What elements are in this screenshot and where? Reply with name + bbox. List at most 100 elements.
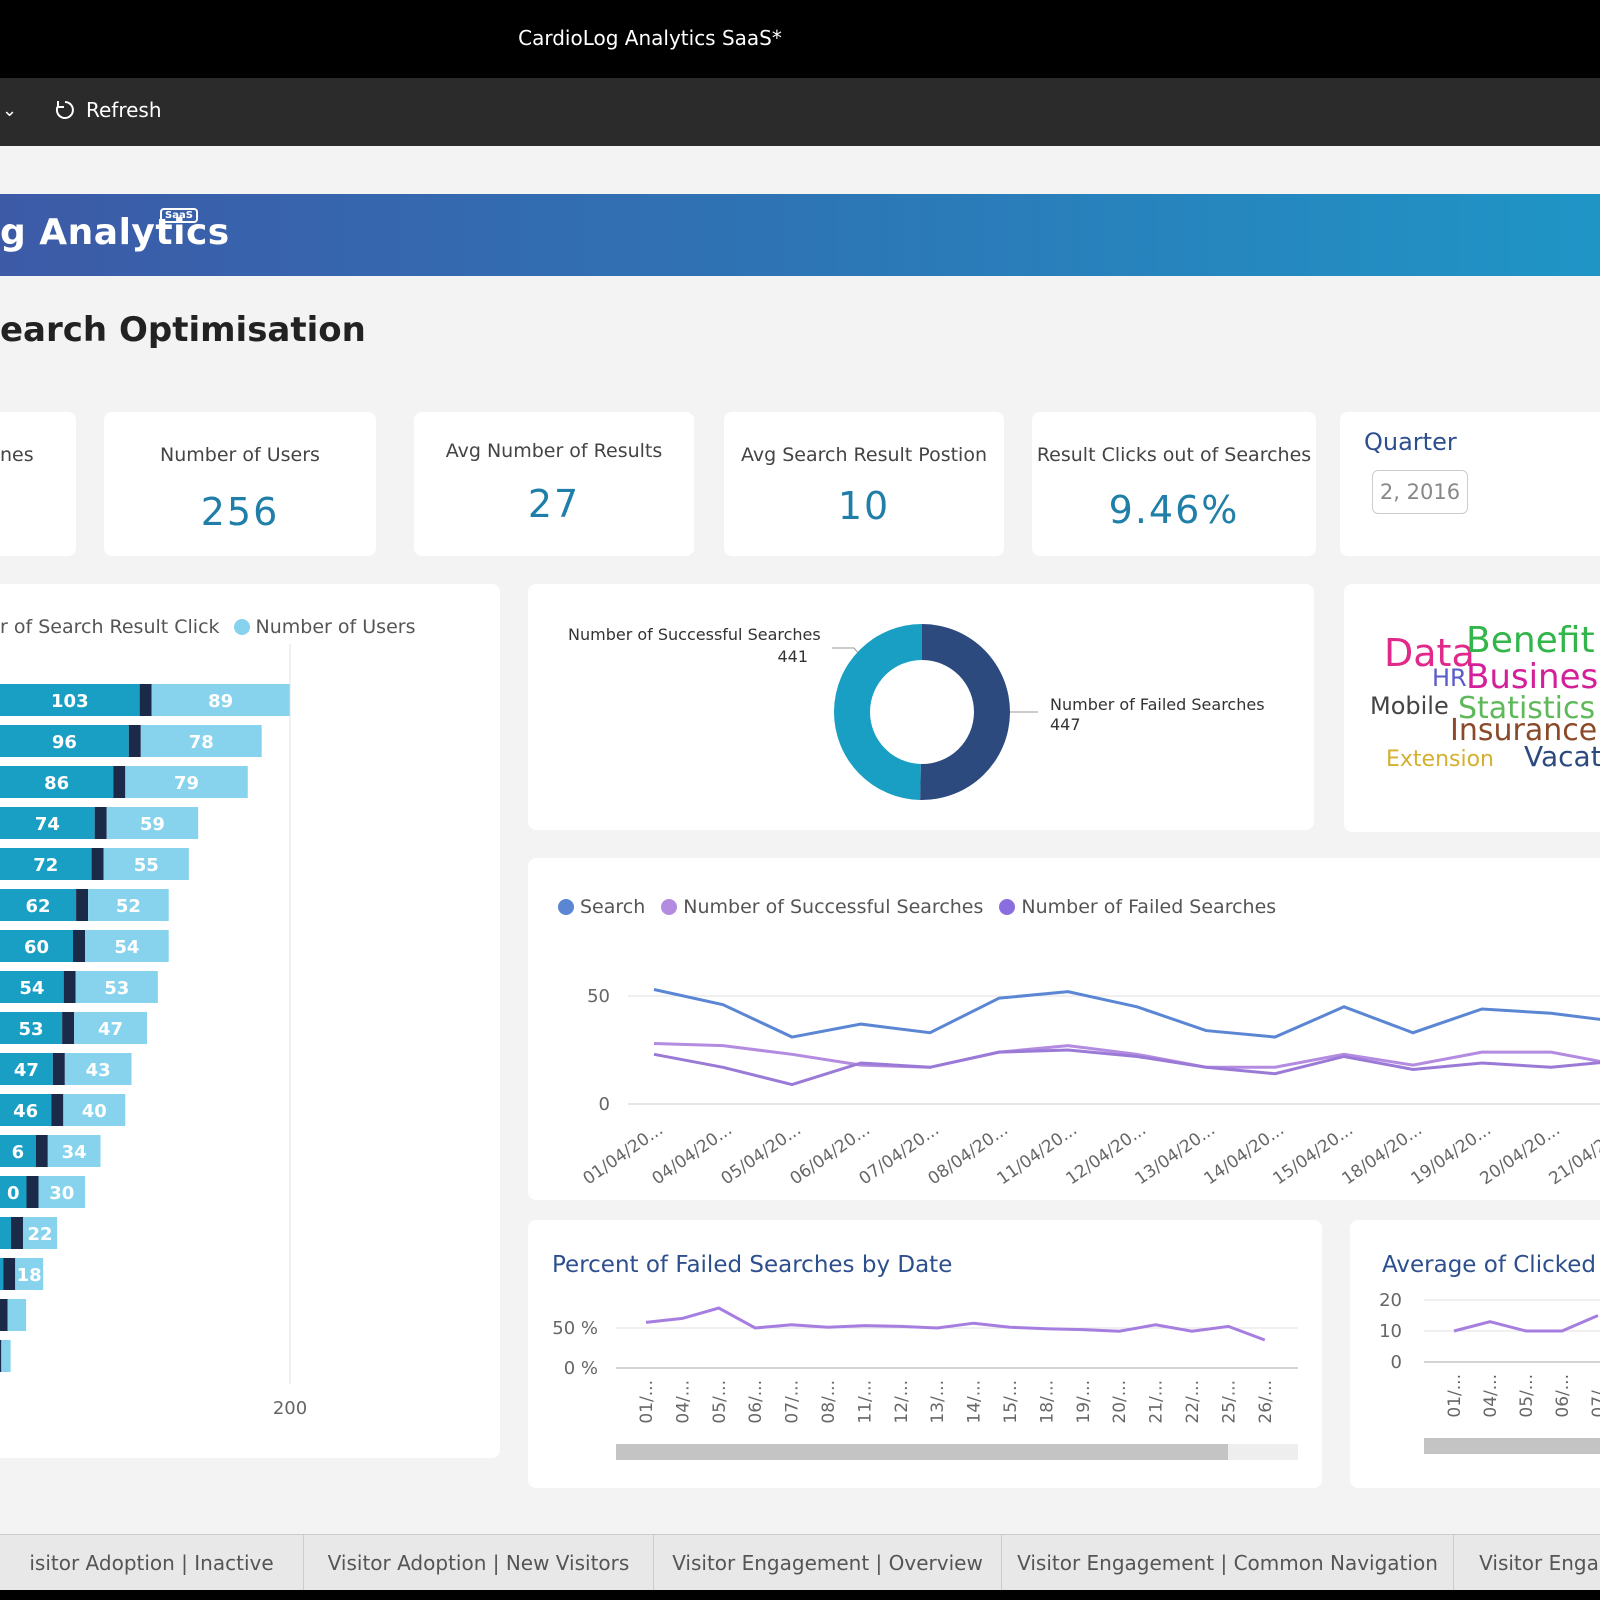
avg-clicked-card[interactable]: Average of Clicked S 20 10 0 01/... 04/... 05… bbox=[1350, 1220, 1600, 1488]
pf-x-tick: 14/... bbox=[965, 1380, 985, 1424]
bar-users-label: 43 bbox=[86, 1060, 111, 1081]
bar-clicks-label: 72 bbox=[33, 855, 58, 876]
pf-x-tick: 22/... bbox=[1183, 1380, 1203, 1424]
bar-users bbox=[15, 1258, 44, 1290]
bar-chart-card[interactable]: r of Search Result Click Number of Users… bbox=[0, 584, 500, 1458]
kpi-card-avg-results[interactable]: Avg Number of Results 27 bbox=[414, 412, 694, 556]
bar-clicks-label: 74 bbox=[35, 814, 60, 835]
bar-users-label: 52 bbox=[116, 896, 141, 917]
bar-users bbox=[1, 1340, 11, 1372]
bar-users bbox=[75, 971, 158, 1003]
bar-axis-tick: 200 bbox=[273, 1398, 307, 1419]
line-chart: 50001/04/20...04/04/20...05/04/20...06/0… bbox=[580, 986, 1600, 1189]
quarter-label: Quarter bbox=[1364, 428, 1457, 456]
bar-users-label: 78 bbox=[189, 732, 214, 753]
tab-engagement-overview[interactable]: Visitor Engagement | Overview bbox=[654, 1535, 1002, 1591]
pf-x-tick: 19/... bbox=[1074, 1380, 1094, 1424]
pf-x-tick: 21/... bbox=[1147, 1380, 1167, 1424]
avg-clicked-chart: Average of Clicked S 20 10 0 01/... 04/... 05… bbox=[1379, 1252, 1600, 1454]
pf-x-tick: 06/... bbox=[746, 1380, 766, 1424]
tab-common-navigation[interactable]: Visitor Engagement | Common Navigation bbox=[1002, 1535, 1454, 1591]
word-vacation[interactable]: Vacati bbox=[1524, 740, 1600, 773]
word-data[interactable]: Data bbox=[1384, 631, 1475, 675]
bar-users bbox=[23, 1217, 58, 1249]
bar-clicks bbox=[0, 930, 73, 962]
title-bar: CardioLog Analytics SaaS* bbox=[0, 0, 1600, 78]
bar-users-label: 89 bbox=[208, 691, 233, 712]
bar-users-label: 40 bbox=[82, 1101, 107, 1122]
wordcloud-card[interactable]: Data Benefit HR Busines Mobile Statistic… bbox=[1344, 584, 1600, 832]
bar-users bbox=[47, 1135, 101, 1167]
donut-slice-successful bbox=[834, 624, 922, 800]
line-legend: Search Number of Successful Searches Num… bbox=[558, 896, 1276, 918]
bar-users bbox=[63, 1094, 126, 1126]
pf-x-tick: 04/... bbox=[673, 1380, 693, 1424]
page-tabs: isitor Adoption | Inactive Users Visitor… bbox=[0, 1534, 1600, 1591]
bar-clicks bbox=[0, 1217, 11, 1249]
word-business[interactable]: Busines bbox=[1466, 657, 1598, 697]
pf-x-tick: 26/... bbox=[1256, 1380, 1276, 1424]
bar-users bbox=[85, 930, 169, 962]
bar-separator bbox=[73, 930, 85, 962]
bar-separator bbox=[62, 1012, 75, 1044]
word-benefit[interactable]: Benefit bbox=[1466, 620, 1595, 661]
quarter-slicer[interactable]: Quarter 2, 2016 bbox=[1340, 412, 1600, 556]
word-insurance[interactable]: Insurance bbox=[1450, 713, 1597, 748]
bar-clicks-label: 53 bbox=[19, 1019, 44, 1040]
bar-clicks-label: 6 bbox=[12, 1142, 25, 1163]
tab-engagement-more[interactable]: Visitor Enga bbox=[1479, 1551, 1599, 1575]
page-title: earch Optimisation bbox=[0, 310, 366, 350]
kpi-label: Avg Search Result Postion bbox=[741, 444, 987, 466]
quarter-dropdown[interactable]: 2, 2016 bbox=[1372, 470, 1468, 514]
donut-chart: Number of Successful Searches 441 Number… bbox=[568, 624, 1265, 800]
tab-inactive-users[interactable]: isitor Adoption | Inactive Users bbox=[0, 1535, 304, 1591]
pf-y-tick: 50 % bbox=[552, 1318, 598, 1339]
tab-new-visitors[interactable]: Visitor Adoption | New Visitors bbox=[304, 1535, 654, 1591]
legend-dot-failed bbox=[999, 899, 1016, 915]
bar-clicks-label: 47 bbox=[14, 1060, 39, 1081]
bar-separator bbox=[35, 1135, 48, 1167]
kpi-card-click-rate[interactable]: Result Clicks out of Searches 9.46% bbox=[1032, 412, 1316, 556]
pf-x-tick: 12/... bbox=[892, 1380, 912, 1424]
pf-x-tick: 01/... bbox=[637, 1380, 657, 1424]
bar-users-label: 22 bbox=[28, 1224, 53, 1245]
kpi-value: 256 bbox=[200, 490, 280, 534]
kpi-value: 10 bbox=[837, 484, 891, 528]
bar-users bbox=[74, 1012, 147, 1044]
bar-separator bbox=[139, 684, 152, 716]
kpi-label: nes bbox=[0, 444, 34, 466]
legend-dot-search bbox=[558, 899, 574, 915]
donut-successful-label: Number of Successful Searches bbox=[568, 625, 821, 644]
donut-card[interactable]: Number of Successful Searches 441 Number… bbox=[528, 584, 1314, 830]
kpi-card-users[interactable]: Number of Users 256 bbox=[104, 412, 376, 556]
bar-separator bbox=[52, 1053, 65, 1085]
donut-failed-label: Number of Failed Searches bbox=[1050, 695, 1265, 714]
bar-separator bbox=[51, 1094, 64, 1126]
ac-y-tick: 0 bbox=[1391, 1352, 1402, 1373]
line-chart-card[interactable]: Search Number of Successful Searches Num… bbox=[528, 858, 1600, 1200]
bar-clicks-label: 46 bbox=[13, 1101, 38, 1122]
bar-separator bbox=[63, 971, 76, 1003]
word-extension[interactable]: Extension bbox=[1386, 747, 1494, 772]
kpi-card-searches[interactable]: nes bbox=[0, 412, 76, 556]
percent-failed-chart: Percent of Failed Searches by Date 50 % 0… bbox=[552, 1252, 1298, 1460]
bar-users bbox=[103, 848, 189, 880]
line-y-tick: 0 bbox=[599, 1094, 610, 1115]
bar-users-label: 53 bbox=[104, 978, 129, 999]
bar-clicks bbox=[0, 1135, 36, 1167]
bar-users-label: 47 bbox=[98, 1019, 123, 1040]
bar-users bbox=[7, 1299, 27, 1331]
bar-separator bbox=[3, 1258, 16, 1290]
bar-clicks bbox=[0, 807, 95, 839]
word-hr[interactable]: HR bbox=[1432, 664, 1467, 692]
kpi-card-avg-position[interactable]: Avg Search Result Postion 10 bbox=[724, 412, 1004, 556]
percent-failed-card[interactable]: Percent of Failed Searches by Date 50 % 0… bbox=[528, 1220, 1322, 1488]
pf-line bbox=[645, 1306, 1266, 1342]
word-statistics[interactable]: Statistics bbox=[1458, 691, 1595, 726]
chevron-down-icon[interactable]: ⌄ bbox=[2, 100, 18, 121]
refresh-button[interactable]: Refresh bbox=[54, 98, 162, 122]
pf-x-tick: 20/... bbox=[1110, 1380, 1130, 1424]
word-mobile[interactable]: Mobile bbox=[1370, 692, 1449, 720]
ac-x-tick: 07/... bbox=[1589, 1374, 1600, 1418]
